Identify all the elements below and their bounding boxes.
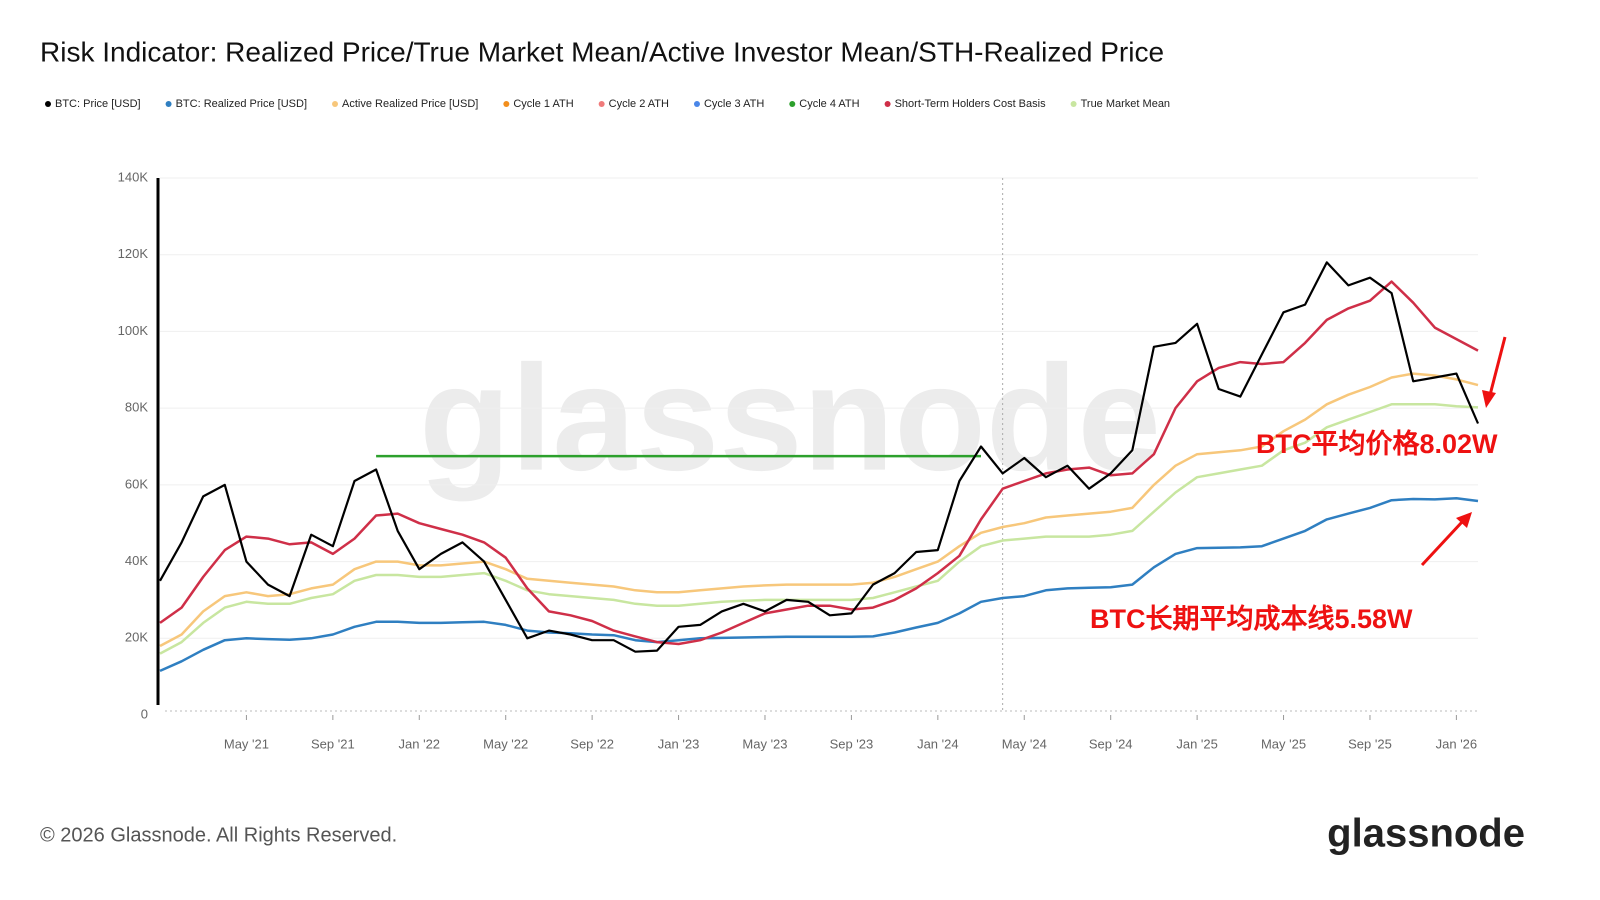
- legend: BTC: Price [USD] BTC: Realized Price [USD…: [45, 98, 1170, 110]
- legend-marker: [884, 101, 891, 107]
- y-tick-label: 0: [141, 706, 148, 721]
- x-tick-label: Jan '23: [658, 736, 700, 751]
- legend-marker: [165, 101, 172, 107]
- footer-logo: glassnode: [1327, 812, 1525, 856]
- series-line: [159, 372, 1479, 648]
- y-tick-label: 40K: [125, 553, 148, 568]
- arrow: [1488, 336, 1507, 396]
- x-tick-label: Sep '21: [311, 736, 355, 751]
- legend-label: Cycle 2 ATH: [609, 98, 669, 110]
- legend-label: Cycle 3 ATH: [704, 98, 764, 110]
- y-tick-label: 140K: [118, 169, 149, 184]
- footer-copyright: © 2026 Glassnode. All Rights Reserved.: [40, 824, 397, 846]
- x-tick-label: May '22: [483, 736, 528, 751]
- legend-label: Cycle 4 ATH: [799, 98, 859, 110]
- x-tick-label: Jan '26: [1436, 736, 1478, 751]
- x-tick-label: Sep '25: [1348, 736, 1392, 751]
- watermark: glassnode: [419, 334, 1161, 502]
- legend-marker: [693, 101, 700, 107]
- y-tick-label: 60K: [125, 476, 148, 491]
- legend-label: True Market Mean: [1081, 98, 1170, 110]
- y-tick-label: 100K: [118, 323, 149, 338]
- x-tick-label: Sep '22: [570, 736, 614, 751]
- y-tick-label: 80K: [125, 400, 148, 415]
- legend-label: Active Realized Price [USD]: [342, 98, 478, 110]
- legend-marker: [789, 101, 796, 107]
- legend-marker: [332, 101, 339, 107]
- plot-area: [159, 261, 1480, 673]
- legend-marker: [1070, 101, 1077, 107]
- y-tick-label: 120K: [118, 246, 149, 261]
- annotation: BTC平均价格8.02W: [1256, 429, 1498, 459]
- x-tick-label: Jan '22: [399, 736, 441, 751]
- x-tick-label: Sep '23: [830, 736, 874, 751]
- arrow-head: [1456, 512, 1472, 528]
- legend-marker: [503, 101, 510, 107]
- legend-label: Short-Term Holders Cost Basis: [895, 98, 1046, 110]
- legend-marker: [598, 101, 605, 107]
- y-tick-label: 20K: [125, 630, 148, 645]
- x-tick-label: May '21: [224, 736, 269, 751]
- arrow-head: [1482, 390, 1496, 408]
- chart-title: Risk Indicator: Realized Price/True Mark…: [40, 36, 1164, 67]
- x-tick-label: Jan '24: [917, 736, 959, 751]
- legend-label: BTC: Price [USD]: [55, 98, 141, 110]
- legend-label: Cycle 1 ATH: [513, 98, 573, 110]
- annotation: BTC长期平均成本线5.58W: [1090, 604, 1413, 634]
- series-line: [159, 497, 1479, 673]
- x-tick-label: May '23: [742, 736, 787, 751]
- arrow: [1420, 520, 1464, 567]
- series-line: [159, 403, 1479, 655]
- x-tick-label: Sep '24: [1089, 736, 1133, 751]
- x-tick-label: May '24: [1002, 736, 1047, 751]
- legend-label: BTC: Realized Price [USD]: [176, 98, 307, 110]
- legend-marker: [45, 101, 51, 107]
- x-tick-label: Jan '25: [1176, 736, 1218, 751]
- x-tick-label: May '25: [1261, 736, 1306, 751]
- series-line: [159, 261, 1480, 653]
